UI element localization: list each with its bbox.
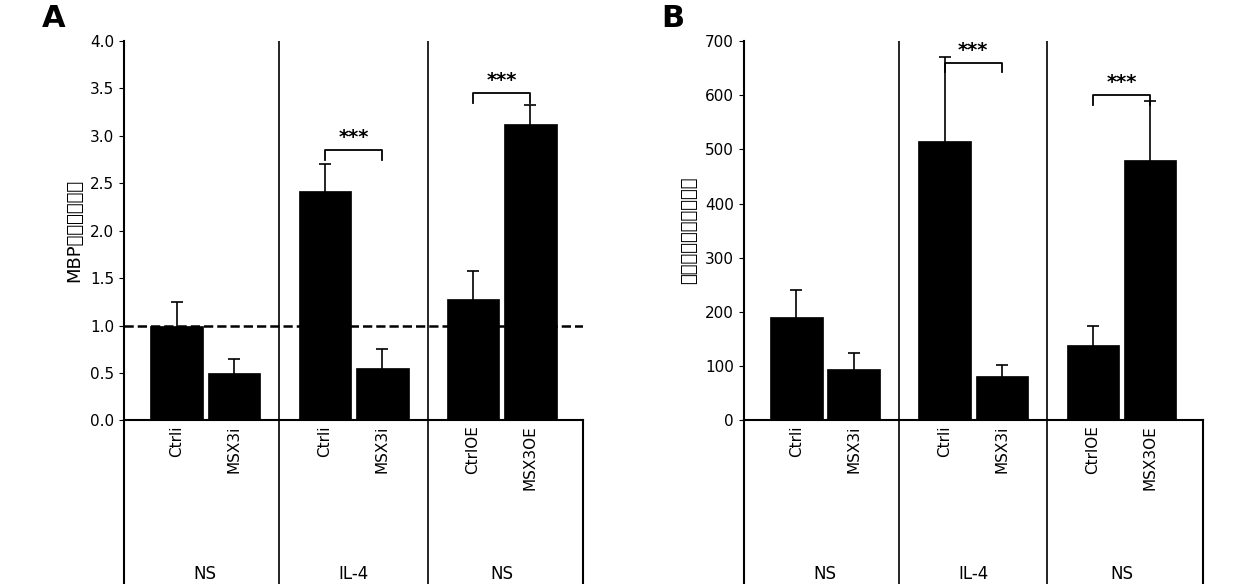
Text: ***: ***	[339, 128, 368, 147]
Bar	[1066, 345, 1120, 420]
Text: ***: ***	[959, 40, 988, 60]
Y-axis label: 神经突起长度（微米）: 神经突起长度（微米）	[680, 177, 698, 284]
Bar	[505, 124, 557, 420]
Bar	[827, 369, 880, 420]
Bar	[919, 141, 971, 420]
Text: B: B	[661, 4, 684, 33]
Text: NS: NS	[1110, 565, 1133, 583]
Text: NS: NS	[813, 565, 837, 583]
Text: IL-4: IL-4	[339, 565, 368, 583]
Bar	[356, 369, 408, 420]
Y-axis label: MBP阳性细胞比例: MBP阳性细胞比例	[64, 179, 83, 282]
Text: IL-4: IL-4	[959, 565, 988, 583]
Bar	[1123, 160, 1177, 420]
Text: A: A	[41, 4, 64, 33]
Text: ***: ***	[486, 71, 517, 90]
Bar	[299, 191, 351, 420]
Bar	[770, 318, 822, 420]
Bar	[207, 373, 260, 420]
Text: NS: NS	[490, 565, 513, 583]
Bar	[446, 299, 500, 420]
Text: ***: ***	[1106, 73, 1137, 92]
Text: NS: NS	[193, 565, 217, 583]
Bar	[150, 326, 203, 420]
Bar	[976, 376, 1028, 420]
